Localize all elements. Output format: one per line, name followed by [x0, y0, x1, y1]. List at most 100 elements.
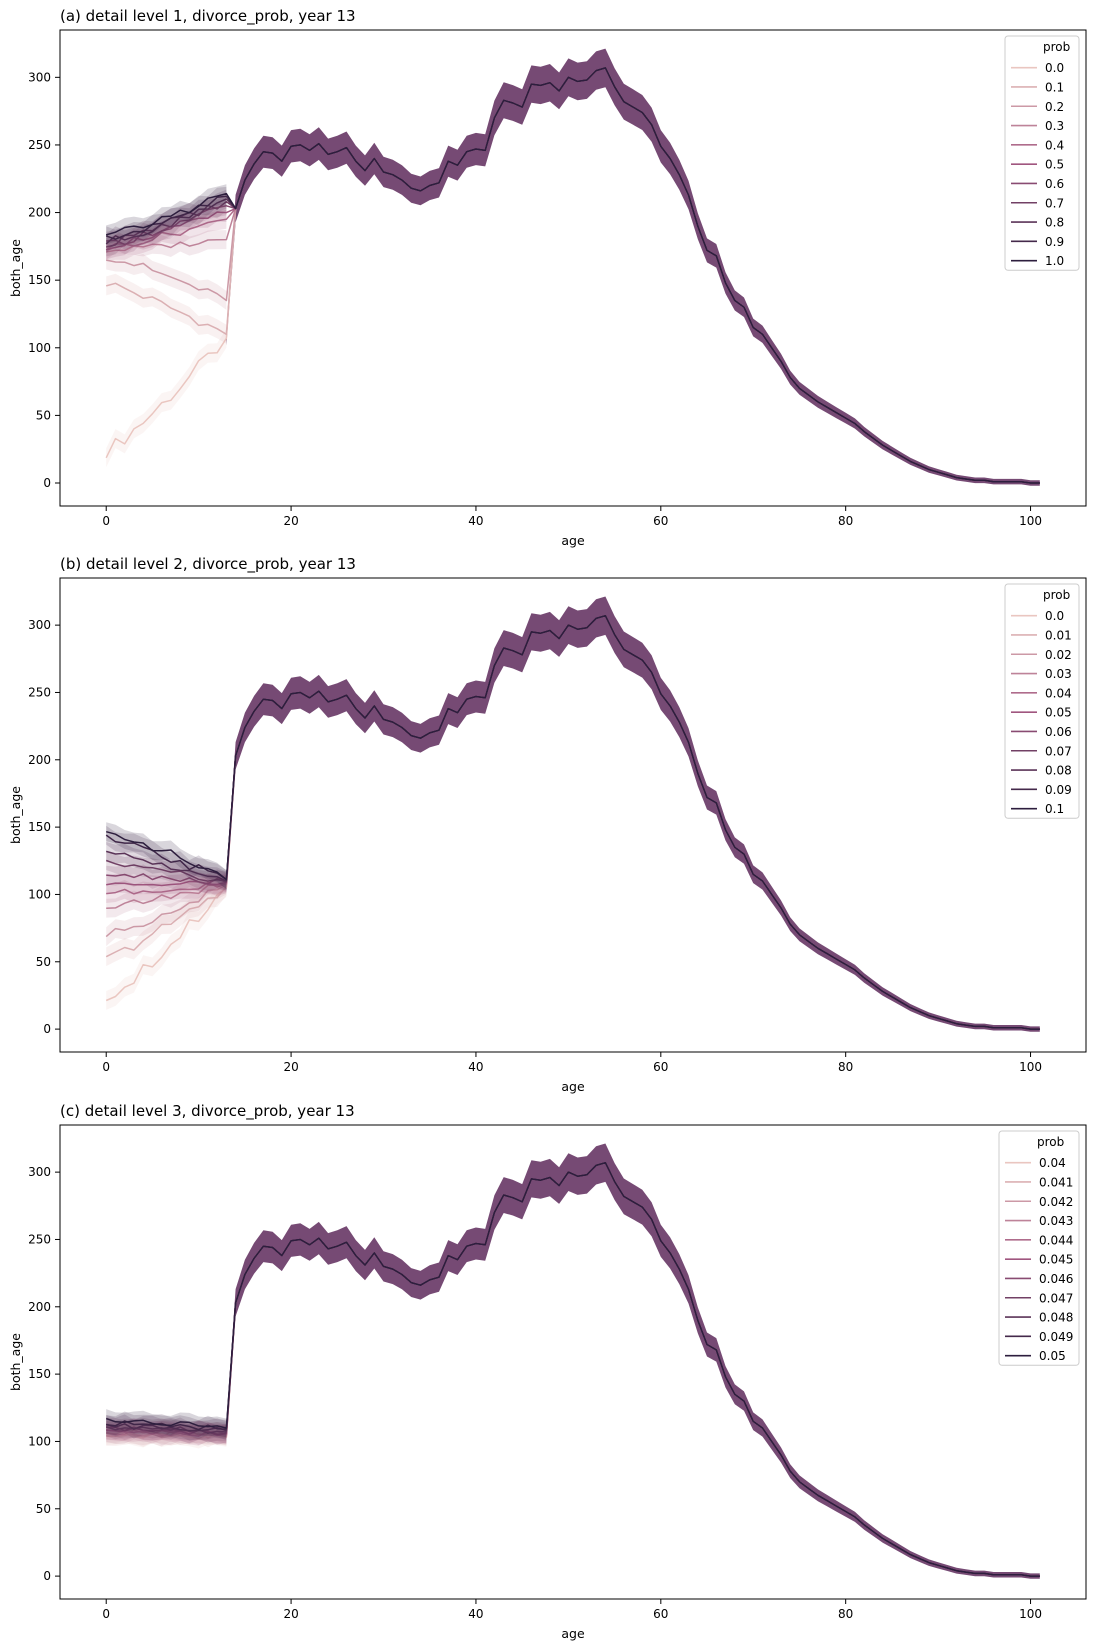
x-tick-label: 0	[102, 514, 110, 528]
series-line	[105, 67, 1040, 484]
legend-label: 0.043	[1039, 1214, 1073, 1228]
chart-title: (a) detail level 1, divorce_prob, year 1…	[60, 7, 356, 26]
y-tick-label: 50	[36, 955, 51, 969]
y-tick-label: 300	[28, 618, 51, 632]
x-tick-label: 100	[1019, 514, 1042, 528]
series-line	[106, 67, 1040, 484]
series-line	[106, 1161, 1040, 1577]
legend-box	[1004, 583, 1080, 819]
legend-label: 0.2	[1045, 100, 1064, 114]
legend-label: 0.7	[1045, 196, 1064, 210]
legend-label: 0.4	[1045, 138, 1064, 152]
series-line	[105, 614, 1040, 1030]
y-tick-label: 150	[28, 273, 51, 287]
legend-label: 0.0	[1045, 61, 1064, 75]
x-tick-label: 20	[283, 1060, 298, 1074]
y-tick-label: 50	[36, 408, 51, 422]
legend-label: 0.046	[1039, 1272, 1073, 1286]
legend-label: 0.07	[1045, 744, 1072, 758]
plot-area	[105, 596, 1040, 1032]
x-tick-label: 20	[283, 514, 298, 528]
series-line	[105, 614, 1040, 1030]
legend: prob 0.04 0.041 0.042 0.043 0.044 0.045 0.046 0.…	[998, 1130, 1080, 1366]
y-axis-label: both_age	[8, 786, 23, 844]
axes-frame	[59, 29, 1087, 507]
y-axis-label: both_age	[8, 1333, 23, 1391]
series-line	[106, 1161, 1040, 1577]
confidence-band	[226, 1143, 1040, 1579]
y-tick-label: 150	[28, 1367, 51, 1381]
series-line	[105, 614, 1040, 1030]
series-line	[106, 67, 1040, 484]
x-tick-label: 0	[102, 1060, 110, 1074]
series-band	[106, 1420, 227, 1445]
legend-label: 0.047	[1039, 1291, 1073, 1305]
legend-label: 0.8	[1045, 216, 1064, 230]
axes-frame	[59, 577, 1087, 1053]
legend-title: prob	[1043, 588, 1070, 602]
legend-label: 0.05	[1039, 1349, 1066, 1363]
series-line	[106, 1161, 1040, 1577]
x-tick-label: 40	[468, 1060, 483, 1074]
subplot-a: (a) detail level 1, divorce_prob, year 1…	[8, 7, 1087, 548]
series-line	[106, 1161, 1040, 1577]
legend-title: prob	[1037, 1135, 1064, 1149]
legend-label: 0.01	[1045, 628, 1072, 642]
series-line	[105, 67, 1040, 484]
series-line	[106, 1161, 1040, 1577]
y-tick-label: 200	[28, 206, 51, 220]
legend-label: 0.09	[1045, 783, 1072, 797]
legend: prob 0.0 0.1 0.2 0.3 0.4 0.5 0.6 0.7 0.8 0.9 1.0	[1004, 35, 1080, 271]
y-tick-label: 0	[43, 1569, 51, 1583]
series-line	[106, 1161, 1040, 1577]
confidence-band	[226, 596, 1040, 1032]
series-line	[105, 614, 1040, 1030]
legend-label: 0.044	[1039, 1233, 1073, 1247]
y-tick-label: 300	[28, 1165, 51, 1179]
x-tick-label: 100	[1019, 1060, 1042, 1074]
series-line	[105, 67, 1040, 484]
series-line	[106, 1161, 1040, 1577]
x-tick-label: 60	[653, 1607, 668, 1621]
y-tick-label: 300	[28, 70, 51, 84]
y-tick-label: 200	[28, 753, 51, 767]
legend: prob 0.0 0.01 0.02 0.03 0.04 0.05 0.06 0.07 0.08 0…	[1004, 583, 1080, 819]
legend-label: 0.06	[1045, 725, 1072, 739]
series-line	[105, 67, 1040, 484]
x-tick-label: 20	[283, 1607, 298, 1621]
legend-label: 0.045	[1039, 1253, 1073, 1267]
series-line	[105, 1161, 1040, 1577]
legend-label: 0.048	[1039, 1311, 1073, 1325]
series-band	[106, 822, 227, 890]
plot-area	[105, 48, 1040, 486]
series-band	[106, 184, 227, 245]
legend-label: 0.05	[1045, 706, 1072, 720]
series-line	[105, 614, 1040, 1030]
legend-label: 0.0	[1045, 609, 1064, 623]
plot-area	[105, 1143, 1040, 1579]
subplot-c: (c) detail level 3, divorce_prob, year 1…	[8, 1102, 1087, 1641]
legend-label: 0.1	[1045, 802, 1064, 816]
legend-title: prob	[1043, 40, 1070, 54]
series-line	[105, 67, 1040, 484]
series-band	[106, 876, 227, 967]
axes-frame	[59, 1124, 1087, 1600]
legend-label: 0.04	[1045, 686, 1072, 700]
x-tick-label: 0	[102, 1607, 110, 1621]
series-band	[106, 273, 227, 344]
legend-label: 0.042	[1039, 1195, 1073, 1209]
x-tick-label: 60	[653, 1060, 668, 1074]
series-line	[105, 614, 1040, 1030]
x-axis-label: age	[561, 1079, 585, 1094]
series-line	[106, 614, 1040, 1030]
series-line	[105, 1161, 1040, 1577]
series-band	[106, 209, 227, 260]
x-tick-label: 60	[653, 514, 668, 528]
series-band	[106, 1420, 227, 1446]
x-tick-label: 40	[468, 514, 483, 528]
y-axis-label: both_age	[8, 239, 23, 297]
y-tick-label: 250	[28, 685, 51, 699]
y-tick-label: 250	[28, 1232, 51, 1246]
series-line	[105, 1161, 1040, 1577]
